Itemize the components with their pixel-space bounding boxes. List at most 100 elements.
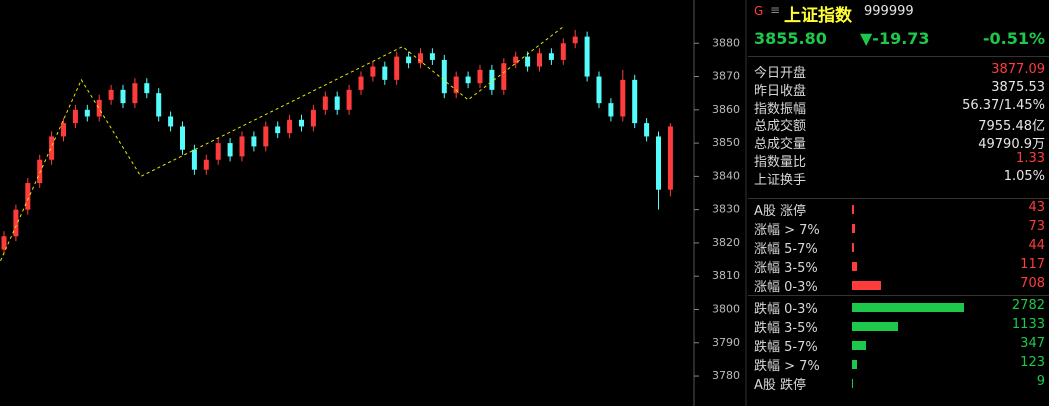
breadth-count: 123 — [1020, 355, 1045, 370]
y-tick-label: 3790 — [712, 336, 740, 349]
index-code: 999999 — [864, 4, 914, 19]
breadth-label: 涨幅 5-7% — [754, 242, 818, 257]
stat-label: 总成交额 — [754, 119, 807, 135]
candle-body — [501, 63, 507, 90]
breadth-bar — [852, 243, 854, 252]
breadth-label: 涨幅 > 7% — [754, 223, 820, 238]
stat-value: 1.33 — [1016, 151, 1045, 166]
candle-body — [13, 209, 19, 237]
breadth-count: 9 — [1036, 374, 1045, 389]
candle-body — [215, 143, 221, 160]
y-tick-label: 3880 — [712, 36, 740, 49]
candle-body — [1, 236, 7, 250]
candle-body — [322, 96, 328, 110]
candle-body — [346, 89, 352, 110]
stat-value: 3877.09 — [991, 62, 1045, 77]
separator — [748, 198, 1049, 199]
y-tick-label: 3800 — [712, 302, 740, 315]
stat-label: 指数量比 — [754, 155, 807, 170]
candle-body — [370, 66, 376, 77]
y-tick-label: 3860 — [712, 103, 740, 116]
breadth-bar — [852, 224, 855, 233]
breadth-label: A股 跌停 — [754, 378, 807, 393]
breadth-count: 44 — [1028, 238, 1045, 253]
breadth-count: 117 — [1020, 257, 1045, 272]
candle-body — [394, 56, 400, 80]
candle-body — [144, 83, 150, 94]
breadth-label: 涨幅 3-5% — [754, 261, 818, 276]
candle-body — [477, 69, 483, 84]
y-tick-label: 3820 — [712, 236, 740, 249]
candle-body — [299, 119, 304, 127]
stat-label: 上证换手 — [754, 172, 807, 188]
quote-panel: G ≡ 上证指数 999999 3855.80 ▼-19.73 -0.51% 今… — [748, 0, 1049, 406]
candle-body — [84, 109, 90, 117]
y-tick-label: 3840 — [712, 169, 740, 182]
candle-body — [406, 56, 412, 64]
candle-body — [37, 159, 43, 184]
stat-label: 今日开盘 — [754, 66, 807, 81]
separator — [748, 295, 1049, 296]
menu-icon[interactable]: ≡ — [770, 3, 781, 17]
stat-label: 总成交量 — [754, 137, 807, 153]
candle-body — [120, 89, 126, 104]
percent: -0.51% — [982, 29, 1045, 48]
breadth-count: 73 — [1028, 219, 1045, 234]
candle-body — [632, 79, 638, 124]
y-tick-label: 3830 — [712, 203, 740, 216]
candle-body — [108, 89, 114, 100]
breadth-count: 347 — [1020, 336, 1045, 351]
candle-body — [310, 109, 316, 127]
y-tick-label: 3780 — [712, 369, 740, 382]
candle-body — [168, 116, 174, 127]
breadth-bar — [852, 341, 866, 350]
candle-body — [72, 109, 78, 124]
breadth-label: 涨幅 0-3% — [754, 280, 818, 295]
candle-body — [334, 96, 340, 110]
candle-body — [25, 183, 31, 210]
candle-body — [453, 76, 459, 94]
breadth-bar — [852, 262, 857, 271]
breadth-label: 跌幅 3-5% — [754, 321, 818, 336]
candle-body — [287, 119, 293, 134]
breadth-bar — [852, 281, 881, 290]
breadth-label: A股 涨停 — [754, 204, 807, 219]
breadth-bar — [852, 303, 965, 312]
breadth-count: 43 — [1028, 200, 1045, 215]
candle-body — [537, 53, 542, 67]
candle-body — [560, 43, 566, 60]
candle-body — [49, 136, 55, 160]
y-tick-label: 3850 — [712, 136, 740, 149]
breadth-bar — [852, 360, 857, 369]
breadth-bar — [852, 205, 854, 214]
candle-body — [275, 126, 281, 134]
candle-body — [608, 103, 614, 117]
y-tick-label: 3810 — [712, 269, 740, 282]
breadth-bar — [852, 379, 853, 388]
breadth-count: 2782 — [1011, 298, 1045, 313]
breadth-label: 跌幅 0-3% — [754, 302, 818, 317]
zigzag-line — [0, 26, 564, 264]
candle-body — [227, 143, 233, 157]
breadth-label: 跌幅 5-7% — [754, 340, 818, 355]
candle-body — [263, 126, 269, 147]
candle-body — [418, 53, 423, 64]
candle-body — [596, 76, 602, 104]
candle-body — [644, 123, 650, 137]
stat-value: 56.37/1.45% — [962, 97, 1045, 113]
candle-body — [203, 159, 209, 170]
marker: G — [754, 4, 764, 18]
candle-body — [656, 136, 661, 190]
candle-body — [61, 123, 66, 137]
stat-value: 49790.9万 — [978, 137, 1045, 153]
candle-body — [572, 36, 578, 44]
change: ▼-19.73 — [860, 29, 930, 48]
stat-label: 昨日收盘 — [754, 83, 807, 99]
stat-value: 1.05% — [1003, 168, 1045, 184]
breadth-count: 708 — [1020, 276, 1045, 291]
candle-body — [382, 66, 388, 80]
candle-body — [180, 126, 185, 150]
candle-body — [132, 83, 138, 104]
candle-body — [465, 76, 471, 84]
stat-label: 指数振幅 — [754, 101, 807, 117]
